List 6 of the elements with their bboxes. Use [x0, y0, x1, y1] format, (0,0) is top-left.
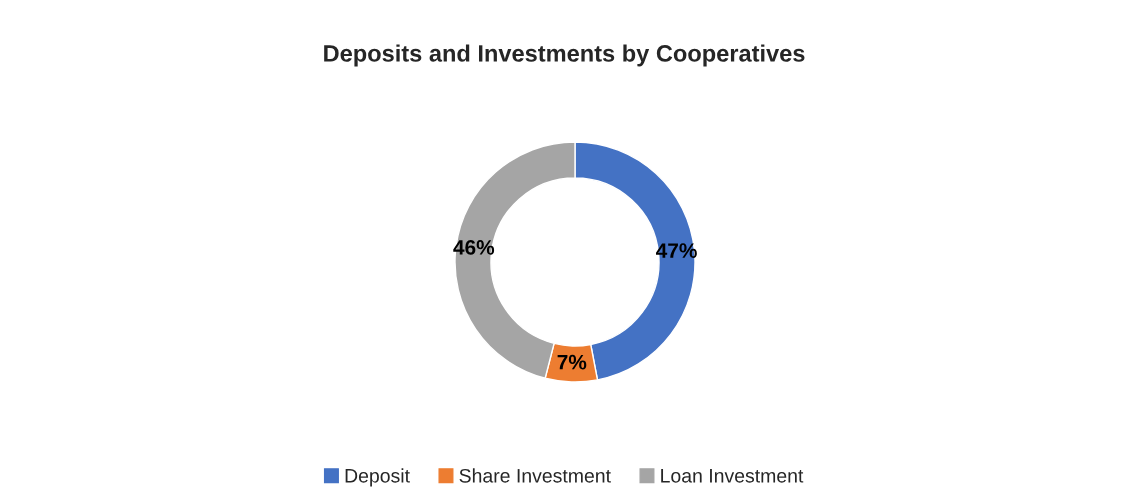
legend-label: Deposit	[345, 468, 410, 487]
legend-label: Share Investment	[459, 468, 611, 483]
legend-label: Loan Investment	[661, 469, 804, 483]
data-label: 7%	[557, 354, 587, 370]
data-label: 46%	[453, 240, 495, 255]
chart-title: Deposits and Investments by Cooperatives	[324, 44, 805, 67]
